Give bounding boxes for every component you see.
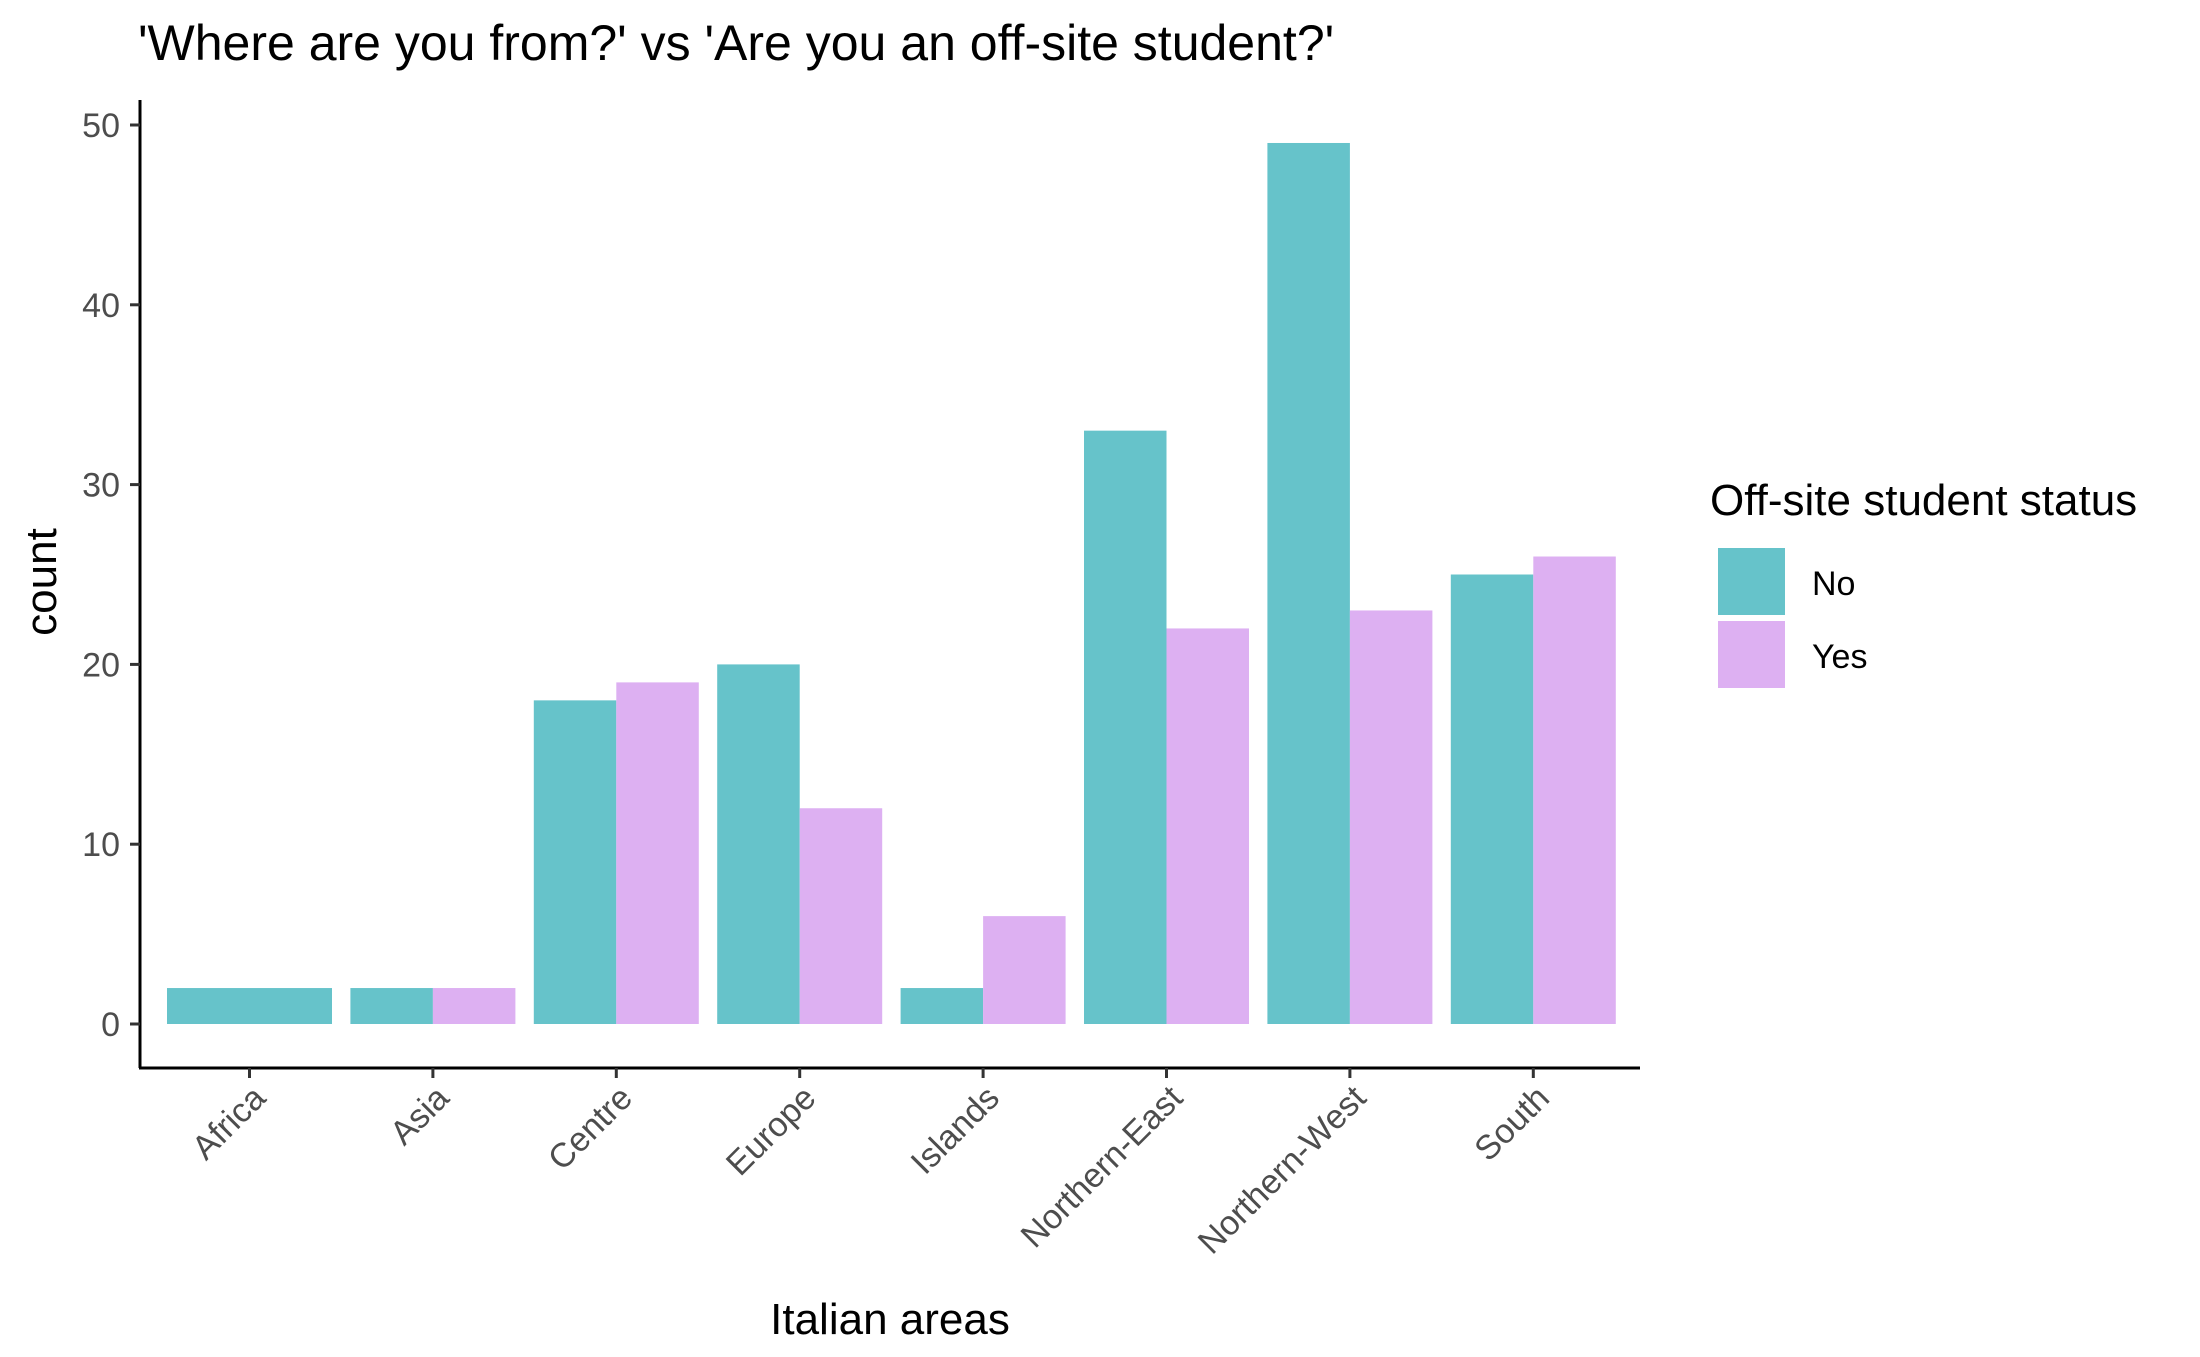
x-axis-title: Italian areas	[770, 1295, 1010, 1344]
y-tick-label: 0	[101, 1006, 120, 1044]
bar-europe-no	[717, 664, 800, 1024]
x-tick-label: Europe	[719, 1079, 823, 1183]
legend-label-no: No	[1812, 565, 1855, 603]
bar-asia-yes	[432, 988, 516, 1024]
legend-items: No Yes	[1718, 548, 1867, 688]
legend-swatch-yes	[1718, 621, 1785, 688]
legend-swatch-no	[1718, 548, 1785, 615]
x-axis-ticks: Africa Asia Centre Europe Islands Northern-Ea…	[185, 1068, 1557, 1262]
bar-northern-east-no	[1084, 430, 1167, 1024]
x-tick-label: South	[1467, 1079, 1557, 1169]
bar-south-no	[1450, 574, 1534, 1024]
bar-northern-west-yes	[1349, 610, 1433, 1024]
x-tick-label: Asia	[383, 1079, 457, 1153]
y-axis-ticks: 0 10 20 30 40 50	[82, 107, 140, 1044]
y-tick-label: 20	[82, 646, 120, 684]
y-tick-label: 40	[82, 287, 120, 325]
legend-title: Off-site student status	[1710, 476, 2137, 525]
bar-south-yes	[1533, 556, 1616, 1024]
x-tick-label: Islands	[904, 1079, 1007, 1182]
y-tick-label: 50	[82, 107, 120, 145]
bar-centre-yes	[616, 682, 699, 1024]
bar-africa-no	[167, 988, 332, 1024]
bar-northern-west-no	[1267, 142, 1350, 1025]
plot-area	[167, 142, 1616, 1025]
x-tick-label: Africa	[185, 1079, 273, 1167]
chart-title: 'Where are you from?' vs 'Are you an off…	[138, 15, 1334, 71]
legend: Off-site student status No Yes	[1710, 476, 2137, 688]
y-tick-label: 10	[82, 826, 120, 864]
bar-islands-yes	[983, 916, 1066, 1024]
bar-europe-yes	[799, 808, 883, 1024]
bar-northern-east-yes	[1166, 628, 1249, 1024]
bar-islands-no	[900, 988, 984, 1024]
x-tick-label: Northern-East	[1014, 1078, 1191, 1255]
x-tick-label: Centre	[541, 1079, 640, 1178]
x-tick-label: Northern-West	[1191, 1078, 1374, 1261]
bar-asia-no	[350, 988, 433, 1024]
legend-label-yes: Yes	[1812, 638, 1867, 676]
y-tick-label: 30	[82, 467, 120, 505]
y-axis-title: count	[17, 528, 66, 636]
bar-centre-no	[533, 700, 617, 1024]
